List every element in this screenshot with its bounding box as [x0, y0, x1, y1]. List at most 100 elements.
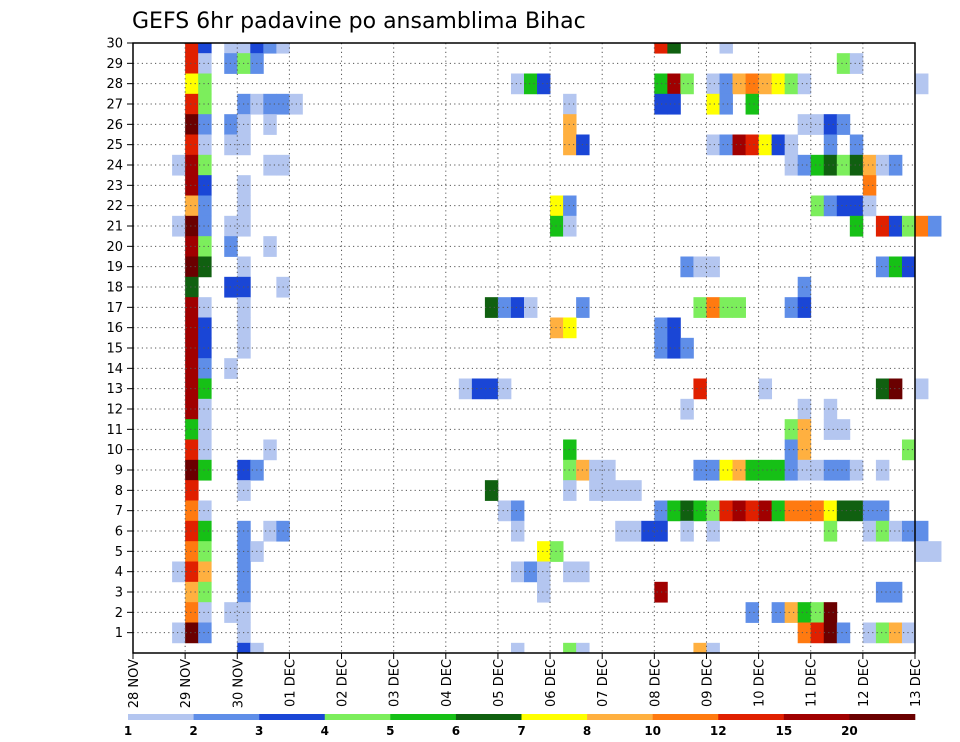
heatmap-cell	[745, 73, 759, 95]
legend-label: 3	[255, 724, 263, 738]
x-tick-label: 07 DEC	[596, 659, 611, 707]
heatmap-cell	[185, 520, 199, 542]
y-tick-label: 9	[115, 464, 123, 479]
x-tick-label: 04 DEC	[440, 659, 455, 707]
heatmap-cell	[237, 43, 251, 54]
heatmap-cell	[784, 439, 799, 461]
heatmap-cell	[862, 195, 877, 217]
heatmap-cell	[823, 459, 838, 481]
legend-label: 1	[124, 724, 132, 738]
legend-label: 20	[841, 724, 858, 738]
heatmap-cell	[849, 500, 864, 522]
heatmap-cell	[849, 215, 864, 237]
heatmap-cell	[706, 642, 720, 654]
heatmap-cell	[719, 43, 733, 54]
heatmap-cell	[563, 561, 577, 583]
y-tick-label: 22	[106, 199, 123, 214]
heatmap-cell	[823, 154, 838, 176]
heatmap-cell	[198, 581, 212, 603]
y-tick-label: 10	[106, 443, 123, 458]
heatmap-cell	[550, 541, 564, 562]
heatmap-cell	[901, 520, 916, 542]
heatmap-cell	[537, 561, 551, 583]
y-tick-label: 6	[115, 525, 123, 540]
heatmap-cell	[524, 297, 538, 318]
heatmap-cell	[758, 378, 773, 400]
heatmap-cell	[198, 520, 212, 542]
heatmap-cell	[706, 134, 720, 156]
heatmap-cell	[198, 297, 212, 318]
legend-label: 12	[710, 724, 727, 738]
heatmap-cell	[771, 500, 786, 522]
heatmap-cell	[823, 114, 838, 135]
heatmap-cell	[758, 73, 773, 95]
legend-swatch	[652, 714, 719, 720]
heatmap-cell	[484, 378, 499, 400]
heatmap-cell	[784, 459, 799, 481]
legend-label: 8	[583, 724, 591, 738]
x-tick-label: 11 DEC	[805, 659, 820, 707]
heatmap-cell	[706, 256, 720, 278]
legend-swatch	[521, 714, 588, 720]
x-tick-label: 01 DEC	[283, 659, 298, 707]
heatmap-cell	[198, 93, 212, 115]
heatmap-cell	[550, 195, 564, 217]
heatmap-cell	[563, 93, 577, 115]
heatmap-cell	[185, 43, 199, 54]
heatmap-cell	[510, 561, 525, 583]
heatmap-cell	[901, 215, 916, 237]
heatmap-cell	[172, 215, 186, 237]
y-tick-label: 2	[115, 606, 123, 621]
heatmap-cell	[901, 256, 916, 278]
heatmap-cell	[185, 622, 199, 644]
heatmap-cell	[471, 378, 486, 400]
y-tick-label: 29	[106, 57, 123, 72]
heatmap-cell	[185, 602, 199, 623]
heatmap-cell	[680, 256, 694, 278]
heatmap-cell	[836, 195, 851, 217]
heatmap-cell	[862, 520, 877, 542]
heatmap-cell	[497, 378, 512, 400]
heatmap-cell	[680, 398, 694, 420]
heatmap-cell	[198, 419, 212, 440]
heatmap-cell	[185, 480, 199, 501]
heatmap-cell	[810, 114, 825, 135]
heatmap-cell	[185, 378, 199, 400]
heatmap-cell	[576, 642, 590, 654]
heatmap-cell	[198, 459, 212, 481]
legend-label: 5	[386, 724, 394, 738]
heatmap-cell	[198, 175, 212, 196]
y-tick-label: 1	[115, 626, 123, 641]
heatmap-cell	[185, 276, 199, 298]
heatmap-cell	[550, 317, 564, 339]
heatmap-cell	[510, 520, 525, 542]
heatmap-cell	[836, 114, 851, 135]
heatmap-cell	[784, 419, 799, 440]
heatmap-cell	[198, 256, 212, 278]
heatmap-cell	[458, 378, 473, 400]
heatmap-cell	[172, 561, 186, 583]
heatmap-cell	[810, 500, 825, 522]
heatmap-cell	[823, 134, 838, 156]
chart-title: GEFS 6hr padavine po ansamblima Bihac	[132, 9, 586, 34]
heatmap-cell	[185, 256, 199, 278]
heatmap-cell	[849, 459, 864, 481]
legend-label: 10	[644, 724, 661, 738]
heatmap-cell	[745, 134, 759, 156]
heatmap-cell	[888, 581, 903, 603]
heatmap-cell	[484, 297, 499, 318]
heatmap-cell	[667, 337, 681, 359]
heatmap-cell	[185, 398, 199, 420]
heatmap-cell	[875, 520, 890, 542]
heatmap-cell	[198, 114, 212, 135]
heatmap-cell	[862, 175, 877, 196]
heatmap-cell	[510, 642, 525, 654]
legend-swatch	[259, 714, 326, 720]
heatmap-cell	[928, 541, 942, 562]
y-axis: 1234567891011121314151617181920212223242…	[106, 37, 133, 641]
legend-label: 4	[321, 724, 329, 738]
heatmap-cell	[888, 215, 903, 237]
heatmap-cell	[836, 419, 851, 440]
heatmap-cell	[719, 500, 733, 522]
heatmap-cell	[823, 520, 838, 542]
